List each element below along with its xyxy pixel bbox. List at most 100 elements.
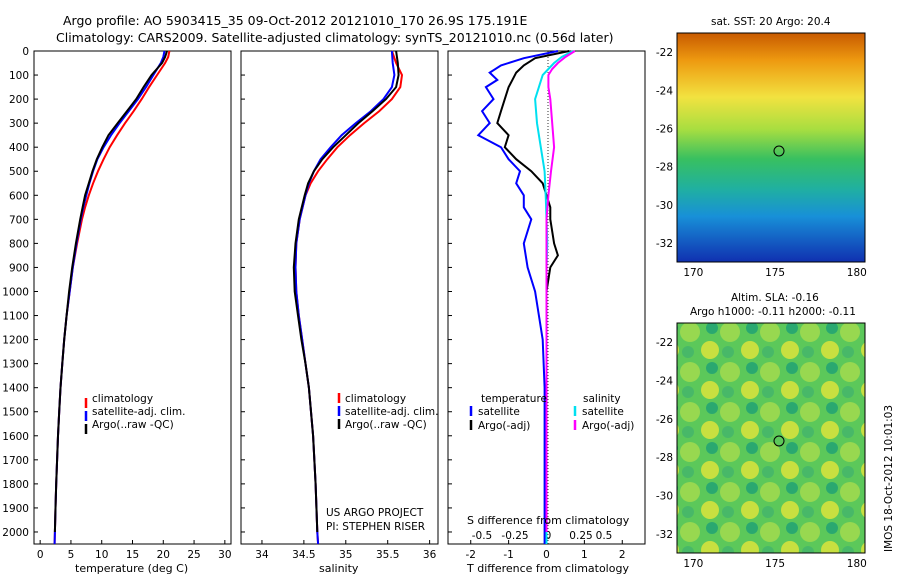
legend-label-t-argo: Argo(-adj) [478, 420, 530, 432]
lon-tick-label: 180 [847, 558, 867, 570]
sst-map-image [677, 33, 865, 262]
depth-tick-label: 1100 [2, 311, 29, 323]
series-line-argo-raw-qc- [292, 50, 400, 533]
depth-tick-label: 1300 [2, 359, 29, 371]
s-tick-label: -0.25 [501, 530, 528, 542]
sla-map-panel: Altim. SLA: -0.16 Argo h1000: -0.11 h200… [656, 292, 867, 570]
figure-title-line1: Argo profile: AO 5903415_35 09-Oct-2012 … [63, 13, 527, 28]
depth-tick-label: 800 [9, 238, 29, 250]
depth-tick-label: 100 [9, 70, 29, 82]
temperature-axes-box [33, 50, 232, 545]
x-tick-label: 35 [339, 549, 352, 561]
temperature-x-ticks: 0 5 10 15 20 25 30 [37, 540, 232, 561]
s-difference-label: S difference from climatology [467, 514, 630, 527]
salinity-lines [292, 50, 404, 545]
depth-tick-label: 1000 [2, 286, 29, 298]
series-line-climatology [53, 50, 171, 545]
x-tick-label: 10 [95, 549, 108, 561]
sst-map-ticks: 170 175 180 -22 -24 -26 -28 -30 -32 [656, 47, 867, 279]
lat-tick-label: -28 [656, 162, 673, 174]
sst-map-panel: sat. SST: 20 Argo: 20.4 170 175 180 -22 -24 -… [656, 16, 867, 279]
difference-lines [476, 50, 576, 544]
legend-label-argo: Argo(..raw -QC) [345, 419, 427, 431]
x-tick-label: 34.5 [292, 549, 315, 561]
sla-map-title-line2: Argo h1000: -0.11 h2000: -0.11 [690, 306, 856, 318]
s-tick-label: 0 [545, 530, 552, 542]
sst-map-frame [676, 32, 866, 263]
sst-map-title: sat. SST: 20 Argo: 20.4 [711, 16, 831, 28]
sla-map-image [677, 323, 865, 553]
timestamp: IMOS 18-Oct-2012 10:01:03 [883, 405, 895, 552]
x-tick-label: -2 [465, 549, 475, 561]
x-tick-label: 35.5 [376, 549, 399, 561]
lon-tick-label: 175 [765, 267, 785, 279]
salinity-legend: climatology satellite-adj. clim. Argo(..… [337, 393, 438, 431]
depth-tick-label: 1200 [2, 335, 29, 347]
difference-panel: -2 -1 0 1 2 -0.5 -0.25 0 0.25 0.5 S difference f… [447, 50, 646, 575]
lat-tick-label: -26 [656, 123, 673, 135]
legend-label-t-satellite: satellite [478, 406, 520, 418]
series-line-satellite-adj-clim- [294, 50, 396, 545]
lat-tick-label: -22 [656, 47, 673, 59]
x-tick-label: 36 [423, 549, 437, 561]
difference-legend: temperature salinity satellite Argo(-adj… [469, 393, 634, 432]
series-line-t-argo-adj- [496, 50, 570, 532]
depth-tick-label: 1600 [2, 431, 29, 443]
lat-tick-label: -24 [656, 85, 673, 97]
depth-tick-label: 1700 [2, 455, 29, 467]
temperature-lines [53, 50, 171, 545]
temperature-legend: climatology satellite-adj. clim. Argo(..… [84, 393, 185, 434]
lat-tick-label: -22 [656, 337, 673, 349]
lon-tick-label: 180 [847, 267, 867, 279]
x-tick-label: 5 [68, 549, 75, 561]
x-tick-label: 30 [218, 549, 231, 561]
depth-tick-label: 1500 [2, 407, 29, 419]
x-tick-label: 15 [126, 549, 139, 561]
legend-title-salinity: salinity [583, 393, 621, 405]
sla-map-frame [676, 322, 866, 554]
argo-location-marker [773, 435, 785, 447]
sla-map-title-line1: Altim. SLA: -0.16 [731, 292, 819, 304]
project-pi: PI: STEPHEN RISER [326, 521, 425, 533]
depth-tick-label: 300 [9, 118, 29, 130]
lat-tick-label: -26 [656, 414, 673, 426]
s-tick-label: 0.5 [596, 530, 613, 542]
legend-label-climatology: climatology [345, 393, 406, 405]
salinity-panel: 34 34.5 35 35.5 36 salinity climatology sate… [240, 50, 439, 575]
series-line-t-satellite [476, 50, 559, 544]
legend-label-s-satellite: satellite [582, 406, 624, 418]
lat-tick-label: -32 [656, 529, 673, 541]
t-difference-label: T difference from climatology [466, 562, 629, 575]
depth-tick-label: 900 [9, 262, 29, 274]
depth-tick-label: 1800 [2, 479, 29, 491]
legend-label-satellite: satellite-adj. clim. [345, 406, 438, 418]
depth-tick-labels: 0 100 200 300 400 500 600 700 800 900 1000 1100 1200… [2, 46, 452, 539]
series-line-s-argo-adj- [545, 50, 576, 532]
depth-tick-label: 1400 [2, 383, 29, 395]
legend-label-climatology: climatology [92, 393, 153, 405]
lon-tick-label: 170 [683, 558, 703, 570]
x-tick-label: 0 [543, 549, 550, 561]
legend-label-argo: Argo(..raw -QC) [92, 419, 174, 431]
depth-tick-label: 1900 [2, 503, 29, 515]
x-tick-label: -1 [503, 549, 513, 561]
lon-tick-label: 170 [683, 267, 703, 279]
project-name: US ARGO PROJECT [326, 507, 424, 519]
depth-tick-label: 400 [9, 142, 29, 154]
s-tick-label: -0.5 [472, 530, 493, 542]
depth-tick-label: 2000 [2, 527, 29, 539]
x-tick-label: 2 [619, 549, 626, 561]
series-line-argo-raw-qc- [53, 50, 168, 533]
salinity-axes-box [240, 50, 439, 545]
depth-tick-label: 700 [9, 214, 29, 226]
lat-tick-label: -30 [656, 200, 673, 212]
lat-tick-label: -28 [656, 452, 673, 464]
series-line-satellite-adj-clim- [53, 50, 166, 545]
legend-title-temperature: temperature [481, 393, 547, 405]
argo-location-marker [773, 145, 785, 157]
depth-tick-label: 600 [9, 190, 29, 202]
lat-tick-label: -24 [656, 376, 673, 388]
x-tick-label: 1 [581, 549, 588, 561]
legend-label-s-argo: Argo(-adj) [582, 420, 634, 432]
